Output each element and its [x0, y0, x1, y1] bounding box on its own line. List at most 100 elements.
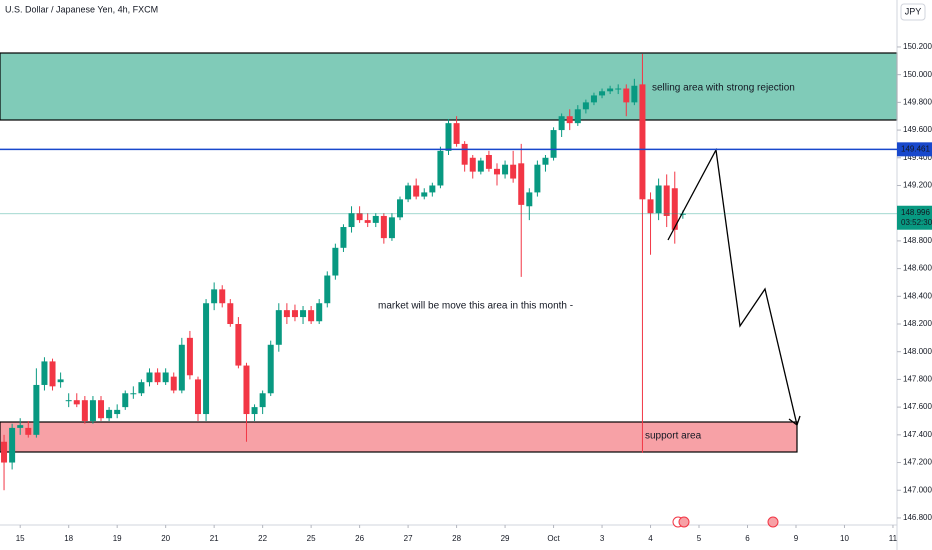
candle-body	[510, 164, 517, 179]
y-tick-label: 150.000	[903, 70, 932, 79]
y-tick-label: 148.000	[903, 347, 932, 356]
candle-body	[41, 361, 48, 385]
event-icon[interactable]	[767, 516, 779, 528]
candle-body	[308, 310, 315, 322]
candle-body	[178, 344, 185, 391]
y-tick-label: 147.600	[903, 402, 932, 411]
candle-body	[259, 393, 266, 408]
candle-body	[485, 155, 492, 169]
x-tick-label: 6	[745, 534, 750, 543]
candle-body	[469, 157, 476, 172]
candle-body	[550, 130, 557, 158]
y-tick-label: 148.400	[903, 291, 932, 300]
x-tick-label: Oct	[547, 534, 560, 543]
candle-body	[364, 220, 371, 223]
candle-body	[405, 185, 412, 200]
candle-body	[647, 199, 654, 214]
candle-body	[590, 95, 597, 103]
candle-body	[130, 393, 137, 395]
candle-body	[526, 192, 533, 207]
candle-body	[300, 310, 307, 318]
x-tick-label: 5	[697, 534, 702, 543]
candle-body	[275, 310, 282, 345]
last-price-tag	[897, 205, 932, 230]
projection-path	[667, 147, 798, 426]
candle-body	[211, 289, 218, 304]
candle-body	[388, 217, 395, 239]
candle-body	[348, 213, 355, 228]
candle-body	[413, 185, 420, 197]
x-tick-label: 18	[64, 534, 73, 543]
candle-body	[235, 324, 242, 366]
candle-body	[493, 168, 500, 175]
currency-box[interactable]	[900, 3, 926, 21]
candle-body	[679, 213, 686, 215]
y-tick-label: 148.200	[903, 319, 932, 328]
candle-body	[186, 337, 193, 376]
candle-body	[194, 379, 201, 415]
candle-body	[671, 188, 678, 230]
candle-body	[73, 400, 80, 405]
candle-body	[518, 163, 525, 205]
x-tick-label: 4	[648, 534, 653, 543]
candle-body	[558, 116, 565, 131]
event-icon[interactable]	[678, 516, 690, 528]
candle-body	[316, 303, 323, 322]
y-tick-label: 150.200	[903, 42, 932, 51]
candle-body	[623, 88, 630, 103]
candle-body	[607, 88, 614, 92]
x-tick-label: 25	[307, 534, 316, 543]
last-price-label: 148.996	[901, 208, 930, 217]
candle-body	[170, 376, 177, 391]
candle-body	[57, 379, 64, 383]
candle-body	[461, 143, 468, 165]
event-icons[interactable]	[672, 516, 779, 528]
candle-body	[267, 344, 274, 394]
y-tick-label: 146.800	[903, 513, 932, 522]
candle-body	[445, 123, 452, 151]
candle-body	[114, 409, 121, 415]
countdown: 03:52:30	[901, 218, 932, 227]
candle-body	[9, 427, 16, 463]
candle-body	[49, 361, 56, 387]
candle-body	[17, 425, 24, 428]
chart-title: U.S. Dollar / Japanese Yen, 4h, FXCM	[5, 4, 158, 14]
x-tick-label: 15	[16, 534, 25, 543]
y-tick-label: 147.400	[903, 430, 932, 439]
candle-body	[437, 150, 444, 186]
candle-body	[251, 407, 258, 415]
support-label: support area	[645, 431, 702, 442]
x-tick-label: 21	[210, 534, 219, 543]
resistance-label: selling area with strong rejection	[652, 83, 795, 94]
x-tick-label: 9	[794, 534, 799, 543]
candle-body	[639, 84, 646, 200]
candle-body	[566, 116, 573, 124]
candle-body	[655, 185, 662, 214]
candle-body	[146, 372, 153, 383]
x-tick-label: 27	[404, 534, 413, 543]
candle-body	[582, 102, 589, 110]
candle-body	[219, 289, 226, 304]
candle-body	[340, 227, 347, 248]
level-label: 149.461	[901, 144, 930, 153]
level-tag	[897, 142, 932, 157]
x-tick-label: 11	[889, 534, 898, 543]
candle-body	[380, 215, 387, 239]
candle-body	[574, 109, 581, 124]
candle-body	[615, 88, 622, 90]
candle-body	[122, 393, 129, 408]
candle-body	[1, 441, 8, 463]
candle-body	[372, 215, 379, 223]
candle-body	[33, 384, 40, 435]
y-tick-label: 149.200	[903, 181, 932, 190]
x-tick-label: 20	[161, 534, 170, 543]
candle-body	[631, 85, 638, 103]
candle-body	[332, 247, 339, 276]
candle-body	[89, 400, 96, 421]
x-tick-label: 26	[355, 534, 364, 543]
candle-body	[283, 310, 290, 318]
candle-body	[453, 123, 460, 144]
x-tick-label: 19	[113, 534, 122, 543]
candle-body	[65, 400, 72, 402]
